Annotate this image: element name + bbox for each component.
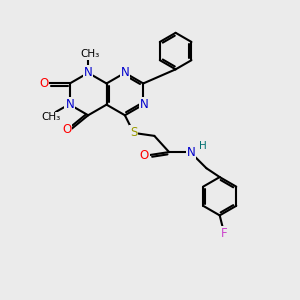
Text: O: O (140, 149, 149, 162)
Text: N: N (121, 66, 129, 79)
Text: F: F (221, 227, 227, 240)
Text: CH₃: CH₃ (41, 112, 60, 122)
Text: S: S (130, 126, 137, 140)
Text: N: N (84, 66, 92, 80)
Text: H: H (199, 141, 206, 151)
Text: CH₃: CH₃ (80, 49, 99, 59)
Text: O: O (39, 77, 49, 90)
Text: N: N (65, 98, 74, 111)
Text: N: N (140, 98, 149, 111)
Text: N: N (187, 146, 195, 159)
Text: O: O (62, 124, 71, 136)
